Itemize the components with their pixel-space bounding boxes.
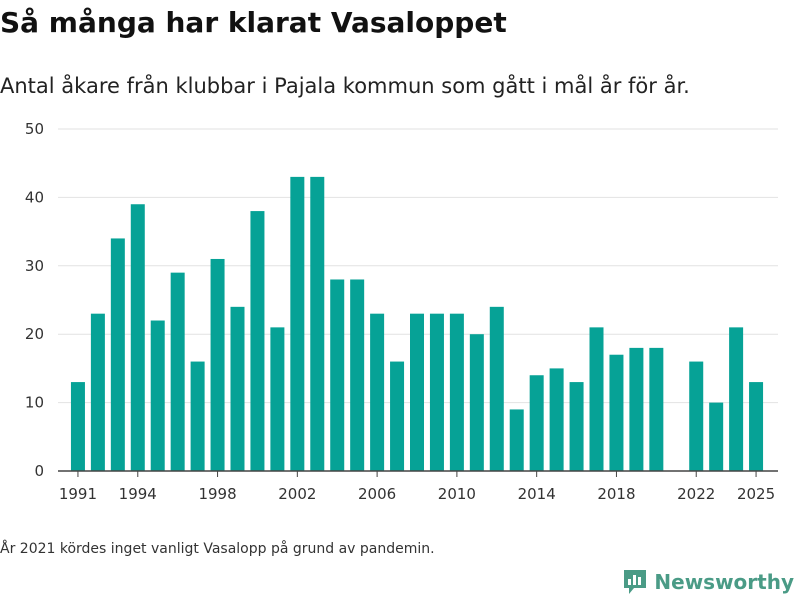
- axes: 0 10 20 30 40 50 1991 1994 1998 2002 2006 2010 2014 2…: [25, 120, 778, 503]
- bar-2013: [509, 409, 524, 471]
- brand-name: Newsworthy: [654, 570, 794, 594]
- y-tick-label: 10: [25, 394, 44, 412]
- bar-2025: [749, 382, 764, 471]
- x-tick-label: 2025: [737, 485, 775, 503]
- bar-2000: [250, 211, 265, 471]
- bar-2008: [410, 313, 425, 471]
- bar-2016: [569, 382, 584, 471]
- bar-1992: [90, 313, 105, 471]
- bar-1995: [150, 320, 165, 471]
- y-tick-label: 30: [25, 257, 44, 275]
- bar-2018: [609, 354, 624, 471]
- x-tick-label: 1994: [119, 485, 157, 503]
- bar-1991: [70, 382, 85, 471]
- bar-2017: [589, 327, 604, 471]
- bar-1998: [210, 258, 225, 471]
- bar-1997: [190, 361, 205, 471]
- footnote: År 2021 kördes inget vanligt Vasalopp på…: [0, 541, 435, 557]
- x-tick-label: 1998: [198, 485, 236, 503]
- bar-2004: [330, 279, 345, 471]
- y-tick-label: 40: [25, 188, 44, 206]
- bar-1999: [230, 306, 245, 471]
- newsworthy-logo-icon: [624, 570, 647, 594]
- bar-2020: [649, 347, 664, 471]
- bar-2015: [549, 368, 564, 471]
- bar-2024: [729, 327, 744, 471]
- y-tick-label: 50: [25, 120, 44, 138]
- bar-1993: [110, 238, 125, 471]
- chart-title: Så många har klarat Vasaloppet: [0, 6, 507, 39]
- x-tick-label: 2022: [677, 485, 715, 503]
- x-tick-label: 2010: [438, 485, 476, 503]
- bar-2012: [489, 306, 504, 471]
- x-tick-label: 2018: [597, 485, 635, 503]
- bar-2003: [310, 176, 325, 471]
- y-tick-label: 0: [34, 462, 44, 480]
- bar-2019: [629, 347, 644, 471]
- x-tick-label: 2002: [278, 485, 316, 503]
- bar-2001: [270, 327, 285, 471]
- bars: [70, 176, 764, 471]
- brand: Newsworthy: [622, 568, 794, 596]
- bar-2010: [449, 313, 464, 471]
- bar-1996: [170, 272, 185, 471]
- x-tick-label: 2014: [518, 485, 556, 503]
- bar-2023: [709, 402, 724, 471]
- bar-2009: [429, 313, 444, 471]
- bar-2007: [390, 361, 405, 471]
- bar-1994: [130, 204, 145, 471]
- x-tick-label: 2006: [358, 485, 396, 503]
- bar-2022: [689, 361, 704, 471]
- x-tick-label: 1991: [59, 485, 97, 503]
- bar-2011: [469, 334, 484, 471]
- bar-chart: 0 10 20 30 40 50 1991 1994 1998 2002 2006 2010 2014 2…: [25, 120, 778, 503]
- chart-subtitle: Antal åkare från klubbar i Pajala kommun…: [0, 74, 690, 98]
- bar-2006: [370, 313, 385, 471]
- bar-2005: [350, 279, 365, 471]
- y-tick-label: 20: [25, 325, 44, 343]
- bar-2014: [529, 375, 544, 471]
- bar-2002: [290, 176, 305, 471]
